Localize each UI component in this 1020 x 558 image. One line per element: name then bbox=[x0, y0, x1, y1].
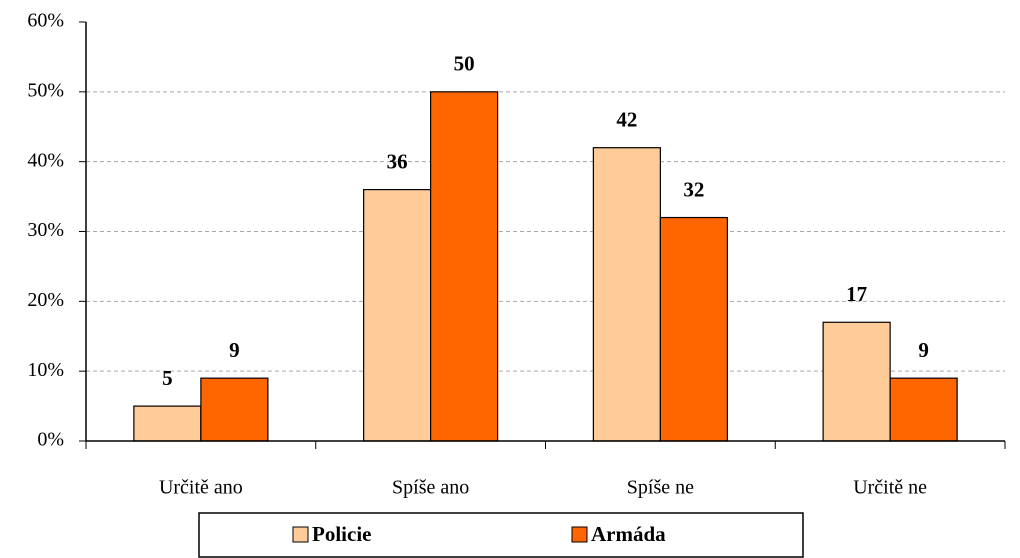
x-tick-label: Určitě ne bbox=[853, 477, 927, 499]
y-tick-label: 50% bbox=[27, 79, 64, 101]
bar bbox=[200, 377, 269, 442]
value-label: 9 bbox=[229, 338, 240, 362]
y-tick-label: 10% bbox=[27, 359, 64, 381]
y-tick-label: 20% bbox=[27, 289, 64, 311]
value-label: 36 bbox=[387, 149, 408, 173]
legend bbox=[198, 512, 804, 558]
value-label: 17 bbox=[846, 282, 867, 306]
bar bbox=[889, 377, 958, 442]
x-tick-label: Určitě ano bbox=[159, 477, 243, 499]
legend-label: Armáda bbox=[591, 522, 666, 546]
y-tick-label: 60% bbox=[27, 10, 64, 32]
y-tick-label: 30% bbox=[27, 219, 64, 241]
y-tick-label: 0% bbox=[37, 429, 64, 451]
y-tick-label: 40% bbox=[27, 149, 64, 171]
x-tick-label: Spíše ne bbox=[627, 477, 694, 499]
bar bbox=[363, 189, 432, 442]
value-label: 32 bbox=[683, 177, 704, 201]
x-tick-label: Spíše ano bbox=[392, 477, 469, 499]
value-label: 42 bbox=[616, 108, 637, 132]
bar bbox=[592, 147, 661, 442]
value-label: 9 bbox=[918, 338, 929, 362]
legend-swatch bbox=[292, 526, 309, 543]
bar bbox=[659, 216, 728, 442]
legend-swatch bbox=[571, 526, 588, 543]
legend-label: Policie bbox=[312, 522, 371, 546]
bar bbox=[822, 321, 891, 442]
value-label: 50 bbox=[454, 52, 475, 76]
bar bbox=[430, 91, 499, 442]
bar bbox=[133, 405, 202, 442]
value-label: 5 bbox=[162, 366, 173, 390]
